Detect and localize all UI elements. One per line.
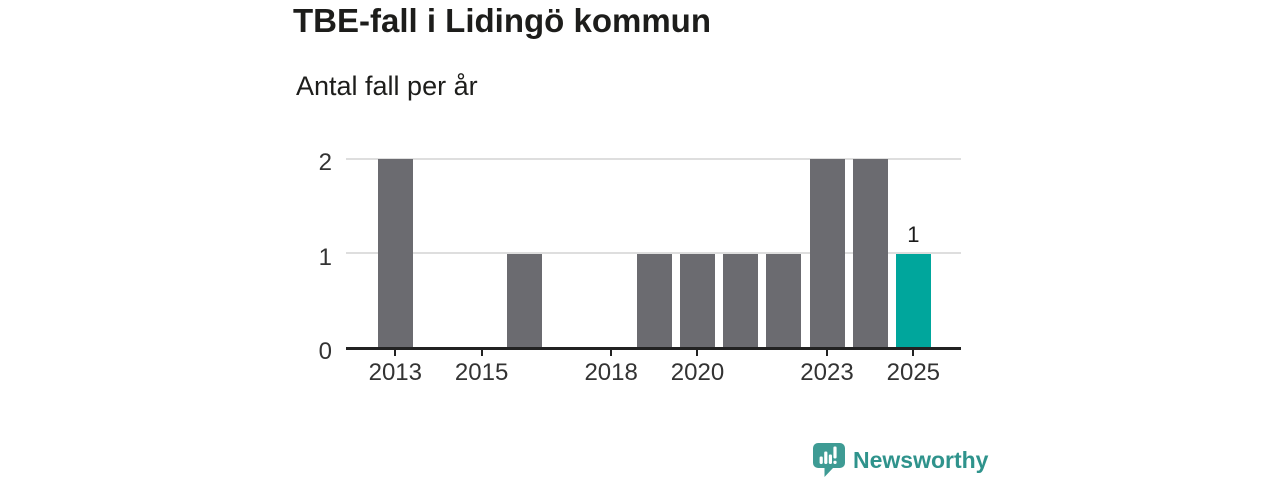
- data-label-2025: 1: [907, 221, 920, 247]
- newsworthy-logo-text: Newsworthy: [853, 447, 989, 473]
- x-axis-label-2013: 2013: [368, 359, 422, 386]
- x-axis-label-2018: 2018: [584, 359, 638, 386]
- gridline-y-2: [346, 157, 961, 160]
- bar-2013: [377, 159, 413, 348]
- x-axis-label-2025: 2025: [886, 359, 941, 386]
- chart-subtitle: Antal fall per år: [296, 71, 478, 101]
- chart-title: TBE-fall i Lidingö kommun: [293, 2, 711, 39]
- y-axis-label-1: 1: [318, 243, 332, 271]
- bar-2021: [723, 253, 759, 348]
- x-axis-label-2015: 2015: [454, 359, 509, 386]
- bar-2020: [679, 253, 715, 348]
- bar-2025: [895, 253, 931, 348]
- y-axis-label-0: 0: [318, 338, 332, 365]
- gridline-y-1: [346, 252, 961, 254]
- bar-2023: [809, 159, 845, 348]
- bar-2019: [636, 253, 672, 348]
- x-tick-2025: [912, 350, 915, 356]
- x-tick-2015: [480, 350, 483, 356]
- x-axis-label-2020: 2020: [670, 359, 725, 386]
- newsworthy-logo: Newsworthy: [812, 442, 988, 478]
- y-axis-label-2: 2: [318, 149, 332, 176]
- bar-2024: [852, 159, 888, 348]
- x-tick-2020: [696, 350, 699, 356]
- x-axis-label-2023: 2023: [800, 359, 854, 386]
- bar-2022: [766, 253, 802, 348]
- x-axis-line: [346, 346, 961, 350]
- x-tick-2013: [394, 350, 397, 356]
- newsworthy-logo-icon: [813, 443, 845, 477]
- x-tick-2018: [610, 350, 613, 356]
- bar-2016: [507, 253, 543, 348]
- x-tick-2023: [826, 350, 828, 356]
